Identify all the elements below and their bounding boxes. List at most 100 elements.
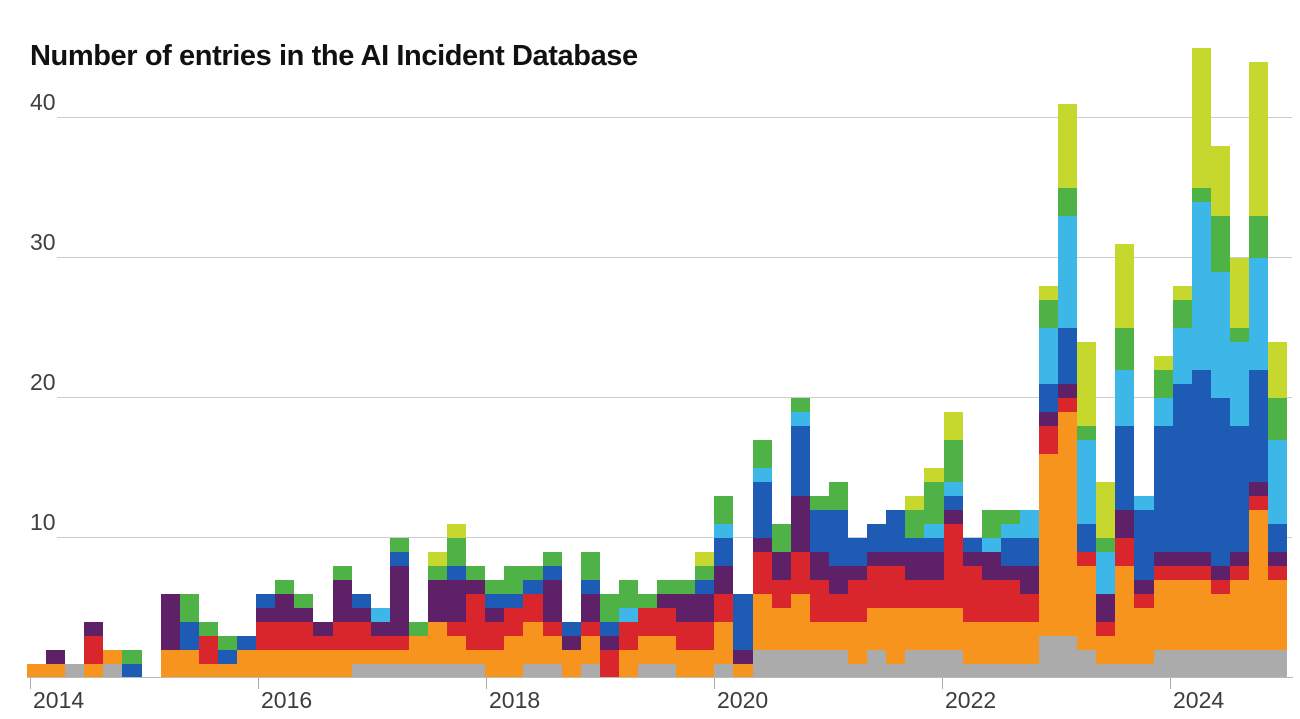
segment-orange xyxy=(1077,566,1097,650)
segment-blue xyxy=(351,594,371,608)
segment-green xyxy=(427,566,448,580)
segment-lightblue xyxy=(943,482,963,496)
segment-orange xyxy=(447,636,467,664)
segment-red xyxy=(1019,594,1039,622)
bar-mar-apr-2021 xyxy=(848,538,868,678)
segment-orange xyxy=(1019,622,1039,664)
segment-orange xyxy=(466,650,486,664)
y-tick-label-30: 30 xyxy=(30,229,56,255)
segment-red xyxy=(886,566,906,608)
y-tick-label-20: 20 xyxy=(30,369,56,395)
segment-blue xyxy=(1058,328,1078,384)
segment-red xyxy=(1096,622,1116,636)
segment-gray xyxy=(351,664,371,678)
segment-blue xyxy=(828,510,849,566)
segment-gray xyxy=(103,664,123,678)
segment-purple xyxy=(676,594,696,622)
segment-lightblue xyxy=(370,608,390,622)
segment-gray xyxy=(447,664,467,678)
segment-orange xyxy=(962,622,982,664)
bar-nov-dec-2016 xyxy=(351,594,371,678)
segment-purple xyxy=(1268,552,1288,566)
segment-gray xyxy=(1172,650,1192,678)
bar-jan-feb-2021 xyxy=(828,482,849,678)
segment-purple xyxy=(542,580,562,622)
segment-gray xyxy=(1077,650,1097,678)
segment-orange xyxy=(408,636,428,664)
bar-jan-feb-2024 xyxy=(1172,286,1192,678)
segment-orange xyxy=(1038,454,1059,636)
segment-lime xyxy=(943,412,963,440)
segment-green xyxy=(447,538,467,566)
segment-blue xyxy=(1191,370,1211,552)
segment-gray xyxy=(427,664,448,678)
segment-blue xyxy=(1000,538,1020,566)
bar-may-jun-2024 xyxy=(1210,146,1230,678)
segment-red xyxy=(848,580,868,622)
segment-purple xyxy=(981,552,1001,580)
segment-purple xyxy=(466,580,486,594)
segment-gray xyxy=(1096,664,1116,678)
segment-orange xyxy=(485,650,505,678)
segment-lightblue xyxy=(1172,328,1192,384)
segment-red xyxy=(657,608,677,636)
segment-lime xyxy=(1268,342,1288,398)
bar-nov-dec-2014 xyxy=(122,650,142,678)
segment-lightblue xyxy=(1249,258,1269,370)
segment-lime xyxy=(1077,342,1097,426)
segment-orange xyxy=(351,650,371,664)
segment-purple xyxy=(1134,580,1154,594)
segment-blue xyxy=(1115,426,1135,510)
segment-orange xyxy=(752,594,772,650)
segment-purple xyxy=(1191,552,1211,566)
segment-green xyxy=(485,580,505,594)
segment-orange xyxy=(981,622,1001,664)
segment-orange xyxy=(943,608,963,650)
bar-jul-aug-2020 xyxy=(771,524,791,678)
segment-lightblue xyxy=(924,524,944,538)
x-tick-2014 xyxy=(30,678,31,689)
segment-blue xyxy=(1268,524,1288,552)
segment-gray xyxy=(65,664,85,678)
bar-nov-dec-2019 xyxy=(695,552,715,678)
segment-purple xyxy=(294,608,314,622)
bar-jul-aug-2019 xyxy=(657,580,677,678)
segment-red xyxy=(294,622,314,650)
x-axis-baseline xyxy=(27,677,1293,678)
segment-orange xyxy=(809,622,829,650)
segment-red xyxy=(867,566,887,608)
bar-sep-oct-2017 xyxy=(447,524,467,678)
segment-lime xyxy=(1153,356,1173,370)
segment-purple xyxy=(1038,412,1059,426)
segment-lightblue xyxy=(1115,370,1135,426)
segment-red xyxy=(714,594,734,622)
segment-red xyxy=(1038,426,1059,454)
segment-lime xyxy=(1229,258,1249,328)
bar-jan-feb-2019 xyxy=(599,594,619,678)
segment-orange xyxy=(294,650,314,678)
bar-sep-oct-2022 xyxy=(1019,510,1039,678)
segment-red xyxy=(542,622,562,636)
segment-lightblue xyxy=(1229,342,1249,426)
segment-green xyxy=(924,482,944,524)
segment-orange xyxy=(580,636,600,664)
segment-green xyxy=(905,510,925,538)
segment-purple xyxy=(1172,552,1192,566)
bar-sep-oct-2018 xyxy=(561,622,581,678)
segment-gray xyxy=(1153,650,1173,678)
segment-blue xyxy=(1038,384,1059,412)
segment-blue xyxy=(1210,398,1230,566)
segment-lime xyxy=(1191,48,1211,188)
segment-blue xyxy=(1019,538,1039,566)
segment-orange xyxy=(27,664,47,678)
segment-orange xyxy=(84,664,104,678)
segment-green xyxy=(828,482,849,510)
segment-blue xyxy=(389,552,409,566)
segment-orange xyxy=(1268,580,1288,650)
x-tick-2018 xyxy=(486,678,487,689)
segment-red xyxy=(256,622,276,650)
segment-lightblue xyxy=(1134,496,1154,510)
segment-green xyxy=(618,580,638,608)
x-tick-2016 xyxy=(258,678,259,689)
bar-jul-aug-2015 xyxy=(198,622,218,678)
